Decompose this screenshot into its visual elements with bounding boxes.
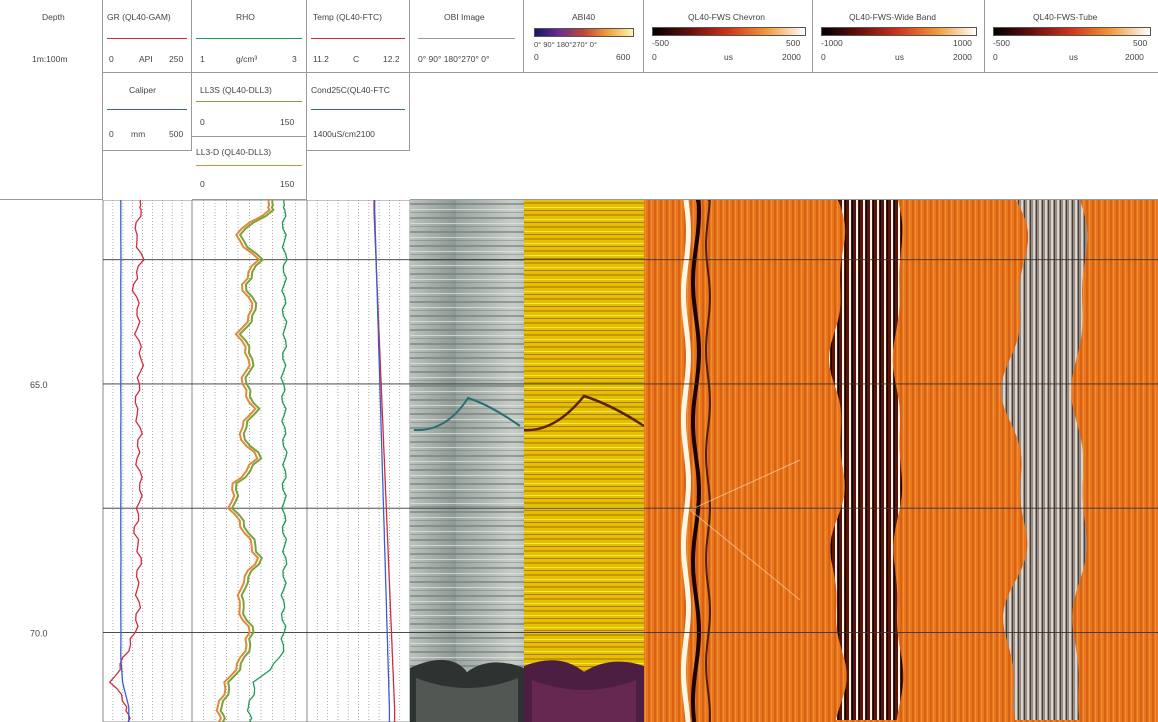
chevron-max: 2000 — [782, 52, 801, 62]
tube-amin: -500 — [993, 38, 1011, 48]
ll3s-max: 150 — [280, 117, 295, 127]
abi-title: ABI40 — [572, 12, 596, 22]
temp-min: 11.2 — [313, 54, 329, 64]
tube-color-bar — [993, 27, 1151, 36]
rho-max: 3 — [292, 54, 297, 64]
chevron-color-bar — [652, 27, 806, 36]
gr-max: 250 — [169, 54, 184, 64]
ll3s-line-swatch — [196, 101, 302, 102]
tube-waveforms — [985, 200, 1158, 722]
caliper-title: Caliper — [129, 85, 156, 95]
tube-min: 0 — [993, 52, 998, 62]
ll3s-min: 0 — [200, 117, 205, 127]
depth-track-bg — [0, 200, 103, 722]
cond-header: Cond25C(QL40-FTC 1400uS/cm2100 — [307, 73, 410, 151]
caliper-max: 500 — [169, 129, 184, 139]
log-header: Depth 1m:100m GR (QL40-GAM) 0 API 250 Ca… — [0, 0, 1158, 200]
cond-line-swatch — [311, 109, 405, 110]
ll3d-line-swatch — [196, 165, 302, 166]
rho-title: RHO — [236, 12, 255, 22]
log-curves — [108, 200, 396, 722]
gr-line-swatch — [107, 38, 187, 39]
obi-ticks: 0° 90° 180°270° 0° — [418, 54, 490, 64]
curve-gr-ql40-gam — [108, 200, 145, 722]
wideband-waveforms — [813, 200, 985, 722]
tube-amax: 500 — [1133, 38, 1148, 48]
caliper-line-swatch — [107, 109, 187, 110]
depth-scale: 1m:100m — [32, 54, 68, 64]
wideband-color-bar — [821, 27, 977, 36]
ll3s-title: LL3S (QL40-DLL3) — [200, 85, 272, 95]
depth-label: 65.0 — [30, 380, 48, 390]
depth-title: Depth — [42, 12, 65, 22]
rho-header: RHO 1 g/cm³ 3 — [192, 0, 307, 73]
depth-label: 70.0 — [30, 629, 48, 639]
temp-unit: C — [353, 54, 360, 64]
obi-image — [410, 200, 524, 722]
ll3d-max: 150 — [280, 179, 295, 189]
wideband-max: 2000 — [953, 52, 972, 62]
gr-track-bg — [102, 200, 193, 722]
curve-ll3-d-ql40-dll3 — [215, 200, 271, 722]
wideband-title: QL40-FWS-Wide Band — [849, 12, 936, 22]
abi-ticks: 0° 90° 180°270° 0° — [534, 40, 597, 49]
rho-unit: g/cm³ — [236, 54, 258, 64]
wideband-header: QL40-FWS-Wide Band -1000 1000 0 us 2000 — [813, 0, 985, 73]
wideband-amin: -1000 — [821, 38, 843, 48]
obi-line-swatch — [418, 38, 515, 39]
temp-line-swatch — [311, 38, 405, 39]
cond-range: 1400uS/cm2100 — [313, 129, 375, 139]
gr-min: 0 — [109, 54, 114, 64]
rho-line-swatch — [196, 38, 302, 39]
obi-header: OBI Image 0° 90° 180°270° 0° — [410, 0, 524, 73]
abi-header: ABI40 0° 90° 180°270° 0° 0 600 — [524, 0, 644, 73]
tube-max: 2000 — [1125, 52, 1144, 62]
temp-max: 12.2 — [383, 54, 400, 64]
curve-ll3s-ql40-dll3 — [219, 200, 275, 722]
chevron-header: QL40-FWS Chevron -500 500 0 us 2000 — [644, 0, 813, 73]
ll3s-header: LL3S (QL40-DLL3) 0 150 — [192, 73, 307, 137]
abi-max: 600 — [616, 52, 631, 62]
chevron-title: QL40-FWS Chevron — [688, 12, 765, 22]
header-blank-area — [410, 73, 1158, 200]
cond-title: Cond25C(QL40-FTC — [311, 85, 390, 95]
chevron-amax: 500 — [786, 38, 801, 48]
abi-min: 0 — [534, 52, 539, 62]
depth-gridlines — [103, 259, 1158, 633]
ll3d-title: LL3-D (QL40-DLL3) — [196, 147, 272, 157]
ll3d-header: LL3-D (QL40-DLL3) 0 150 — [192, 137, 307, 200]
gr-unit: API — [139, 54, 153, 64]
chevron-min: 0 — [652, 52, 657, 62]
wideband-unit: us — [895, 52, 904, 62]
chevron-amin: -500 — [652, 38, 670, 48]
curve-cond25c-ql40-ftc — [374, 200, 391, 722]
caliper-unit: mm — [131, 129, 146, 139]
log-plot: 65.0 70.0 — [0, 200, 1158, 722]
rho-min: 1 — [200, 54, 205, 64]
temp-title: Temp (QL40-FTC) — [313, 12, 382, 22]
curve-rho — [246, 200, 288, 722]
wideband-amax: 1000 — [953, 38, 972, 48]
caliper-min: 0 — [109, 129, 114, 139]
chevron-unit: us — [724, 52, 733, 62]
obi-title: OBI Image — [444, 12, 485, 22]
tube-unit: us — [1069, 52, 1078, 62]
caliper-header: Caliper 0 mm 500 — [103, 73, 192, 151]
tube-title: QL40-FWS-Tube — [1033, 12, 1098, 22]
wideband-min: 0 — [821, 52, 826, 62]
abi-color-bar — [534, 28, 634, 37]
curve-caliper — [120, 200, 130, 722]
abi-image — [523, 200, 645, 722]
depth-header: Depth 1m:100m — [0, 0, 103, 200]
gr-header: GR (QL40-GAM) 0 API 250 — [103, 0, 192, 73]
temp-header: Temp (QL40-FTC) 11.2 C 12.2 — [307, 0, 410, 73]
ll3d-min: 0 — [200, 179, 205, 189]
depth-labels: 65.0 70.0 — [30, 380, 48, 639]
tube-header: QL40-FWS-Tube -500 500 0 us 2000 — [985, 0, 1158, 73]
chevron-waveforms — [644, 200, 813, 722]
gr-title: GR (QL40-GAM) — [107, 12, 171, 22]
